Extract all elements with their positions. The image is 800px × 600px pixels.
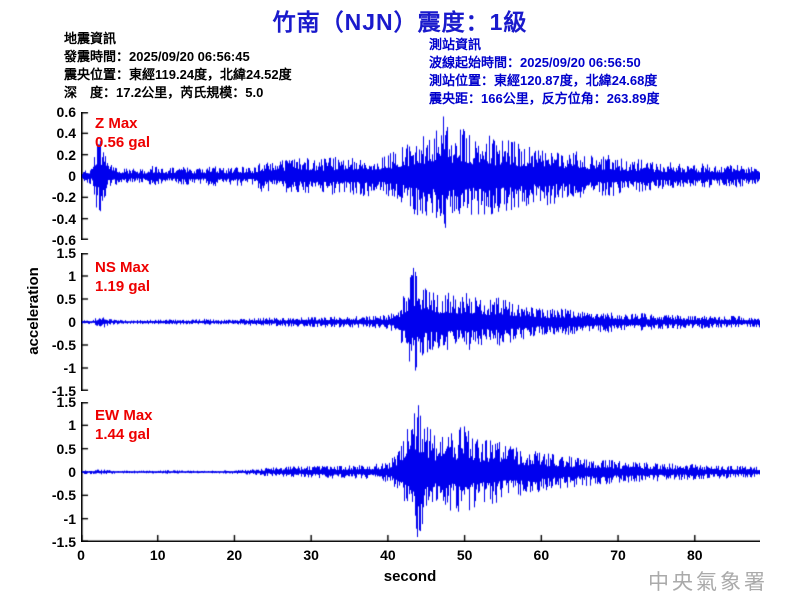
z-max-name: Z Max xyxy=(95,115,138,132)
earthquake-epicenter: 震央位置：東經119.24度，北緯24.52度 xyxy=(64,67,292,82)
station-location: 測站位置：東經120.87度，北緯24.68度 xyxy=(429,73,658,88)
y-tick-label: 0.4 xyxy=(56,125,76,142)
ns-max-value: 1.19 gal xyxy=(95,278,151,295)
y-tick-label: 0 xyxy=(68,314,76,330)
y-tick-label: 1.5 xyxy=(56,394,76,410)
z-trace-canvas xyxy=(81,112,760,240)
y-tick-label: 0 xyxy=(68,464,76,480)
x-tick-label: 50 xyxy=(456,547,473,563)
ns-max-name: NS Max xyxy=(95,259,150,276)
earthquake-info-heading: 地震資訊 xyxy=(64,31,117,46)
y-tick-label: -0.6 xyxy=(51,232,76,248)
ew-max-label: EW Max 1.44 gal xyxy=(95,406,153,444)
y-tick-label: 0.5 xyxy=(56,291,76,307)
y-tick-label: 0.6 xyxy=(56,104,76,120)
y-tick-label: -0.2 xyxy=(51,189,76,206)
x-tick-label: 0 xyxy=(77,547,85,563)
z-max-value: 0.56 gal xyxy=(95,134,151,151)
y-tick-label: 0 xyxy=(68,168,76,184)
x-axis-label: second xyxy=(383,568,437,585)
earthquake-info-block: 地震資訊 發震時間：2025/09/20 06:56:45 震央位置：東經119… xyxy=(64,30,292,102)
y-tick-label: -1.5 xyxy=(51,534,76,550)
ns-max-label: NS Max 1.19 gal xyxy=(95,258,150,296)
x-tick-label: 80 xyxy=(686,547,703,563)
earthquake-depth-magnitude: 深 度：17.2公里，芮氏規模：5.0 xyxy=(64,85,264,100)
y-tick-label: -1.5 xyxy=(51,383,76,399)
y-tick-label: 0.2 xyxy=(56,146,76,163)
y-tick-label: -1 xyxy=(63,510,76,527)
station-info-heading: 測站資訊 xyxy=(429,37,482,52)
earthquake-origin-time: 發震時間：2025/09/20 06:56:45 xyxy=(64,49,250,64)
y-tick-label: -0.5 xyxy=(51,337,76,353)
y-tick-label: -1 xyxy=(63,360,76,376)
x-tick-label: 70 xyxy=(610,547,626,563)
y-tick-label: -0.5 xyxy=(51,487,76,504)
page-title: 竹南（NJN）震度：1級 xyxy=(272,9,528,35)
wave-start-time: 波線起始時間：2025/09/20 06:56:50 xyxy=(429,55,641,70)
epicentral-distance-azimuth: 震央距：166公里，反方位角：263.89度 xyxy=(429,91,660,106)
y-tick-label: 1.5 xyxy=(56,245,76,261)
ns-trace-canvas xyxy=(81,253,760,391)
ew-trace-canvas xyxy=(81,402,760,542)
agency-watermark: 中央氣象署 xyxy=(648,570,768,594)
z-max-label: Z Max 0.56 gal xyxy=(95,114,150,152)
ew-max-value: 1.44 gal xyxy=(95,426,151,443)
x-tick-label: 60 xyxy=(533,547,550,563)
x-tick-label: 20 xyxy=(226,547,243,563)
x-tick-label: 10 xyxy=(149,547,166,563)
ew-max-name: EW Max xyxy=(95,407,153,424)
y-tick-label: 1 xyxy=(68,268,76,284)
x-tick-label: 40 xyxy=(380,547,396,563)
y-tick-label: 0.5 xyxy=(56,440,76,457)
station-info-block: 測站資訊 波線起始時間：2025/09/20 06:56:50 測站位置：東經1… xyxy=(429,36,659,108)
x-tick-label: 30 xyxy=(303,547,319,563)
y-tick-label: 1 xyxy=(68,417,76,434)
y-tick-label: -0.4 xyxy=(51,210,76,227)
